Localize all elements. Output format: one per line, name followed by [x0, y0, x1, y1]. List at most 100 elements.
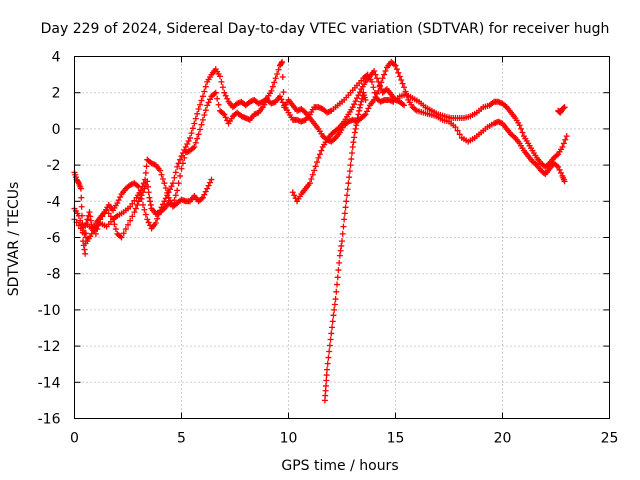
- series-trace-4: [289, 67, 408, 205]
- data-point: [175, 160, 182, 167]
- data-point: [350, 139, 357, 146]
- data-point: [276, 93, 283, 100]
- data-point: [185, 137, 192, 144]
- data-point: [111, 221, 118, 228]
- data-point: [221, 111, 228, 118]
- data-point: [396, 73, 403, 80]
- data-point: [518, 125, 525, 132]
- data-point: [154, 215, 161, 222]
- data-point: [279, 74, 286, 81]
- data-point: [519, 129, 526, 136]
- data-point: [105, 210, 112, 217]
- data-point: [132, 205, 139, 212]
- data-point: [375, 78, 382, 85]
- data-point: [195, 131, 202, 138]
- data-point: [348, 150, 355, 157]
- data-point: [351, 129, 358, 136]
- data-point: [191, 144, 198, 150]
- data-point: [197, 126, 204, 133]
- y-tick-label: 0: [52, 122, 61, 138]
- y-tick-label: -12: [38, 339, 61, 355]
- data-point: [174, 187, 181, 194]
- data-point: [348, 156, 355, 163]
- data-point: [402, 88, 409, 95]
- data-point: [355, 111, 362, 118]
- data-point: [328, 330, 335, 337]
- data-point: [327, 336, 334, 343]
- data-point: [157, 207, 164, 214]
- y-tick-label: 2: [52, 86, 61, 102]
- data-point: [224, 95, 231, 102]
- axis-ticks: 0 5 10 15 20 25 -16 -14 -12 -10 -8 -6 -4 -2 0 2 4: [38, 50, 619, 447]
- x-tick-label: 5: [177, 431, 186, 447]
- data-point: [365, 105, 372, 112]
- data-point: [140, 180, 147, 187]
- data-point: [312, 163, 319, 170]
- data-point: [219, 84, 226, 91]
- data-point: [349, 104, 356, 111]
- data-point: [199, 116, 206, 123]
- data-point: [372, 93, 379, 100]
- data-point: [371, 96, 378, 103]
- data-point: [335, 267, 342, 274]
- data-point: [272, 75, 279, 82]
- data-point: [142, 211, 149, 218]
- data-point: [194, 135, 201, 142]
- data-point: [559, 144, 566, 150]
- data-point: [401, 102, 408, 109]
- data-point: [158, 171, 165, 178]
- data-point: [78, 194, 85, 201]
- data-point: [222, 114, 229, 121]
- data-point: [172, 192, 179, 199]
- data-point: [345, 180, 352, 187]
- data-point: [125, 221, 131, 228]
- data-point: [218, 78, 225, 85]
- data-point: [214, 95, 221, 102]
- data-point: [351, 101, 358, 108]
- data-point: [372, 71, 379, 78]
- data-point: [207, 96, 214, 103]
- data-points: [71, 58, 570, 404]
- data-point: [561, 104, 568, 111]
- data-point: [557, 169, 564, 176]
- data-point: [169, 180, 176, 187]
- data-point: [152, 220, 159, 227]
- data-point: [381, 71, 388, 78]
- data-point: [456, 131, 463, 138]
- data-point: [187, 134, 194, 141]
- data-point: [87, 217, 94, 224]
- data-point: [177, 172, 184, 179]
- data-point: [352, 98, 359, 105]
- data-point: [322, 382, 329, 389]
- data-point: [208, 176, 215, 183]
- data-point: [144, 183, 151, 190]
- data-point: [198, 97, 205, 104]
- data-point: [221, 89, 228, 96]
- data-point: [164, 189, 171, 196]
- data-point: [357, 101, 364, 108]
- y-axis-label: SDTVAR / TECUs: [6, 182, 22, 297]
- data-point: [343, 192, 350, 199]
- data-point: [114, 200, 121, 207]
- data-point: [78, 203, 85, 210]
- data-point: [161, 180, 168, 187]
- data-point: [194, 110, 201, 117]
- data-point: [280, 89, 287, 96]
- data-point: [75, 178, 82, 185]
- data-point: [177, 156, 184, 163]
- data-point: [205, 182, 212, 189]
- data-point: [115, 197, 122, 204]
- data-point: [362, 111, 369, 118]
- data-point: [278, 96, 285, 103]
- data-point: [275, 66, 282, 73]
- data-point: [181, 147, 188, 154]
- y-tick-label: -16: [38, 412, 61, 428]
- data-point: [563, 133, 570, 140]
- data-point: [331, 301, 338, 308]
- data-point: [337, 247, 344, 254]
- data-point: [330, 312, 337, 319]
- series-trace-2: [71, 58, 568, 245]
- data-point: [376, 82, 383, 89]
- data-point: [202, 188, 209, 195]
- data-point: [157, 167, 164, 174]
